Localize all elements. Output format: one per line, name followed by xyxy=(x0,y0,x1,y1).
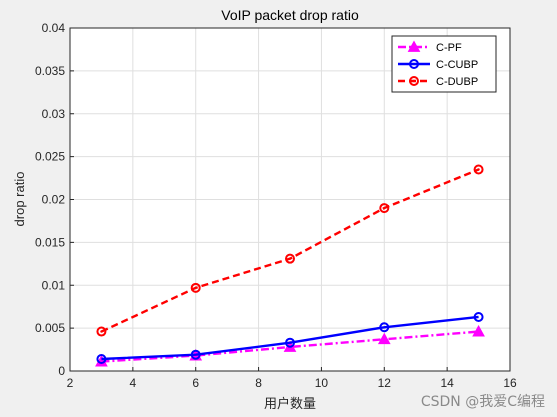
data-point xyxy=(285,253,295,264)
y-tick-label: 0.015 xyxy=(35,235,65,249)
legend-label: C-CUBP xyxy=(436,59,478,71)
data-point xyxy=(472,325,485,337)
legend-marker xyxy=(409,59,419,69)
data-point xyxy=(190,282,201,293)
data-point xyxy=(96,326,107,337)
series-line xyxy=(101,330,479,363)
y-axis-label: drop ratio xyxy=(12,172,27,227)
data-point xyxy=(96,353,107,364)
y-tick-label: 0.035 xyxy=(35,64,65,78)
tick-layer: 2 4 6 8 10 12 14 16 0 0.005 0.01 0.015 0.02 0.025 0.03… xyxy=(35,21,517,390)
x-tick-label: 10 xyxy=(315,376,329,390)
y-tick-label: 0.005 xyxy=(35,321,65,335)
data-point xyxy=(190,349,201,360)
chart-title: VoIP packet drop ratio xyxy=(221,7,359,23)
x-tick-label: 16 xyxy=(503,376,517,390)
data-point xyxy=(473,311,484,322)
y-tick-label: 0.03 xyxy=(42,107,66,121)
y-tick-label: 0.01 xyxy=(42,278,66,292)
x-tick-label: 2 xyxy=(67,376,74,390)
series-c-cubp xyxy=(96,311,484,364)
data-point xyxy=(379,322,390,333)
legend: C-PF C-CUBP C-DUBP xyxy=(391,35,497,93)
y-tick-label: 0.02 xyxy=(42,193,66,207)
x-tick-label: 6 xyxy=(192,376,199,390)
x-axis-label: 用户数量 xyxy=(264,396,316,411)
data-point xyxy=(285,337,295,348)
legend-marker xyxy=(409,76,419,86)
watermark-text: CSDN @我爱C编程 xyxy=(420,394,545,410)
legend-marker xyxy=(407,40,421,52)
series-line xyxy=(101,315,479,361)
x-tick-label: 4 xyxy=(130,376,137,390)
series-layer xyxy=(95,164,485,367)
legend-label: C-DUBP xyxy=(436,76,478,88)
data-point xyxy=(379,203,390,214)
series-c-dubp xyxy=(96,164,484,337)
y-tick-label: 0 xyxy=(58,364,65,378)
x-tick-label: 14 xyxy=(440,376,454,390)
data-point xyxy=(473,164,484,175)
x-tick-label: 12 xyxy=(378,376,392,390)
y-tick-label: 0.025 xyxy=(35,150,65,164)
data-point xyxy=(377,332,391,345)
x-tick-label: 8 xyxy=(255,376,262,390)
legend-label: C-PF xyxy=(436,42,462,54)
y-tick-label: 0.04 xyxy=(42,21,66,35)
